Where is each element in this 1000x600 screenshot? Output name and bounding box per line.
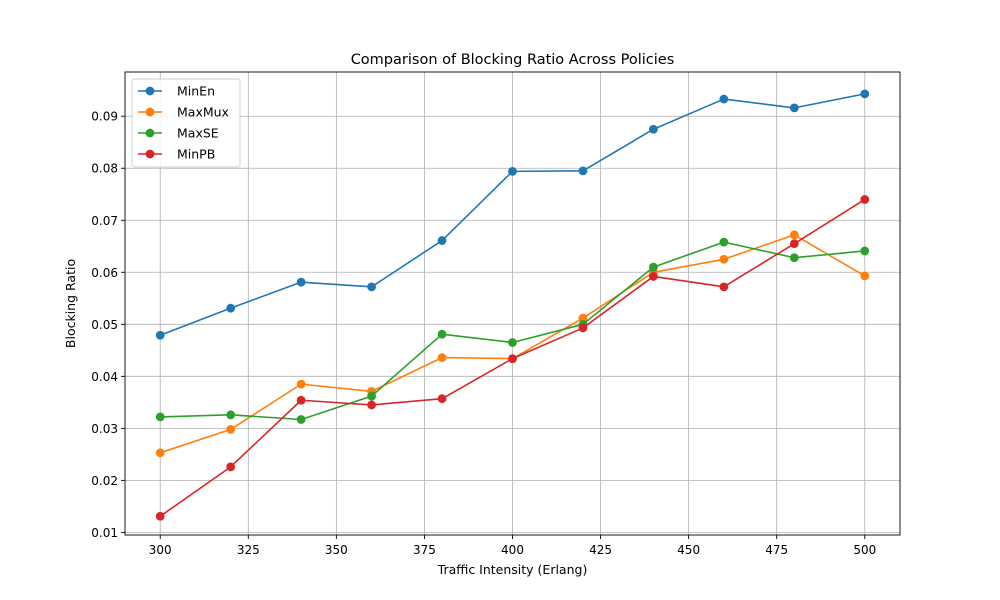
legend-item-minpb: MinPB [138,147,215,162]
data-point-minpb [789,239,799,249]
series-minpb [155,195,870,521]
y-tick-label: 0.07 [91,214,118,228]
data-point-maxse [719,237,729,247]
y-tick-label: 0.03 [91,422,118,436]
data-point-minen [719,94,729,104]
data-point-maxse [860,246,870,256]
data-point-minpb [508,354,517,364]
data-point-maxmux [789,230,799,240]
data-point-minen [437,236,447,245]
x-tick-label: 475 [765,543,788,557]
series-maxse [155,237,870,424]
data-point-minpb [296,395,306,405]
x-tick-label: 400 [501,543,524,557]
legend: MinEn MaxMux MaxSE MinPB [131,78,241,168]
legend-swatch-marker [145,128,155,138]
data-point-maxmux [719,254,729,264]
data-point-minen [226,303,236,313]
legend-label: MinEn [177,84,215,99]
legend-label: MaxMux [177,105,229,120]
data-point-maxse [367,391,376,401]
y-tick-label: 0.08 [91,162,118,176]
series-layer [155,89,870,521]
legend-swatch-marker [145,86,155,96]
x-tick-label: 300 [149,543,172,557]
data-point-minen [789,103,799,113]
data-point-maxse [649,262,658,272]
data-point-minen [508,166,517,176]
data-point-minpb [367,400,376,410]
legend-label: MaxSE [177,126,219,141]
data-point-minpb [649,272,658,281]
data-point-maxmux [155,448,165,458]
data-point-maxmux [437,353,447,363]
y-tick-label: 0.01 [91,526,118,540]
data-point-maxmux [578,313,588,323]
x-tick-label: 325 [237,543,260,557]
data-point-minen [649,124,658,134]
data-point-maxmux [860,271,870,281]
axis-ticks: 300 325 350 375 400 425 450 475 500 0.01 0.02 0.03 0… [91,110,876,557]
data-point-minpb [155,511,165,521]
legend-item-maxse: MaxSE [138,126,219,141]
data-point-maxmux [296,379,306,389]
legend-swatch-marker [145,149,155,159]
chart-title: Comparison of Blocking Ratio Across Poli… [351,52,675,68]
legend-item-minen: MinEn [138,84,215,99]
y-tick-label: 0.04 [91,370,118,384]
data-point-minpb [226,462,236,472]
legend-items: MinEn MaxMux MaxSE MinPB [138,84,229,162]
data-point-maxse [437,329,447,339]
data-point-maxse [155,412,165,422]
legend-label: MinPB [177,147,215,162]
data-point-minpb [860,195,870,204]
series-minen [155,89,870,340]
x-tick-label: 375 [413,543,436,557]
data-point-maxse [296,415,306,424]
data-point-minpb [719,282,729,292]
legend-swatch-marker [145,107,155,117]
y-tick-label: 0.09 [91,110,118,124]
x-tick-label: 350 [325,543,348,557]
data-point-maxse [789,253,799,263]
data-point-minen [367,282,376,292]
legend-box [131,78,241,168]
y-tick-label: 0.05 [91,318,118,332]
x-tick-label: 500 [853,543,876,557]
data-point-minen [296,277,306,287]
data-point-maxse [226,410,236,420]
data-point-minpb [437,394,447,404]
x-tick-label: 425 [589,543,612,557]
data-point-maxmux [226,424,236,434]
x-tick-label: 450 [677,543,700,557]
data-point-maxse [508,338,517,347]
y-tick-label: 0.02 [91,474,118,488]
data-point-minpb [578,323,588,333]
legend-item-maxmux: MaxMux [138,105,229,120]
data-point-minen [155,330,165,340]
data-point-minen [860,89,870,99]
y-tick-label: 0.06 [91,266,118,280]
x-axis-label: Traffic Intensity (Erlang) [437,562,588,577]
data-point-minen [578,166,588,176]
y-axis-label: Blocking Ratio [63,259,78,348]
